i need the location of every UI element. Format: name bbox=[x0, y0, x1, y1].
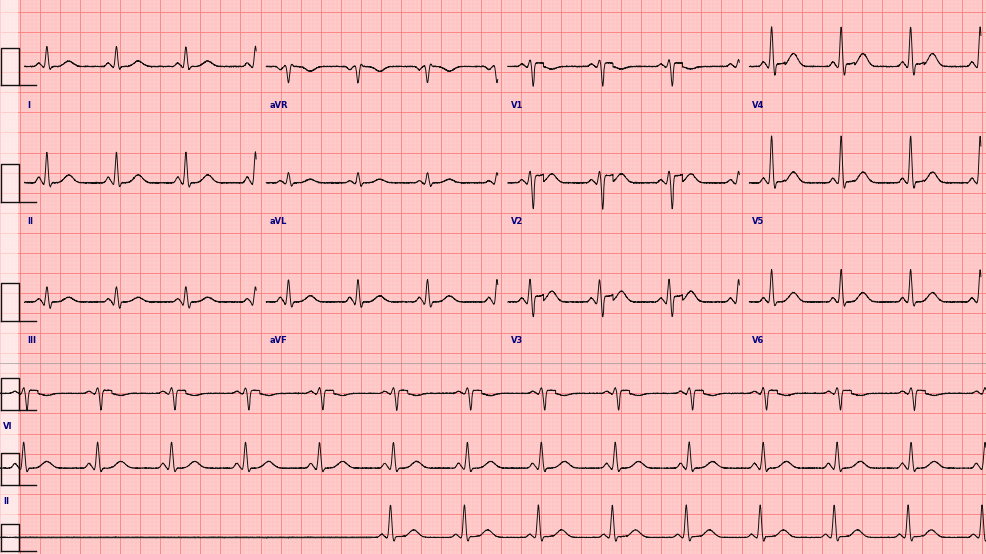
Text: II: II bbox=[28, 217, 34, 227]
Text: aVR: aVR bbox=[269, 101, 288, 110]
Text: aVF: aVF bbox=[269, 336, 287, 346]
Text: V3: V3 bbox=[511, 336, 523, 346]
Text: V1: V1 bbox=[511, 101, 524, 110]
Text: V5: V5 bbox=[752, 217, 765, 227]
Text: I: I bbox=[28, 101, 31, 110]
Text: V6: V6 bbox=[752, 336, 765, 346]
Text: aVL: aVL bbox=[269, 217, 287, 227]
Text: V2: V2 bbox=[511, 217, 524, 227]
Bar bbox=[0, 0, 18, 554]
Text: III: III bbox=[28, 336, 36, 346]
Text: V4: V4 bbox=[752, 101, 765, 110]
Text: II: II bbox=[3, 497, 9, 506]
Text: VI: VI bbox=[3, 422, 13, 432]
